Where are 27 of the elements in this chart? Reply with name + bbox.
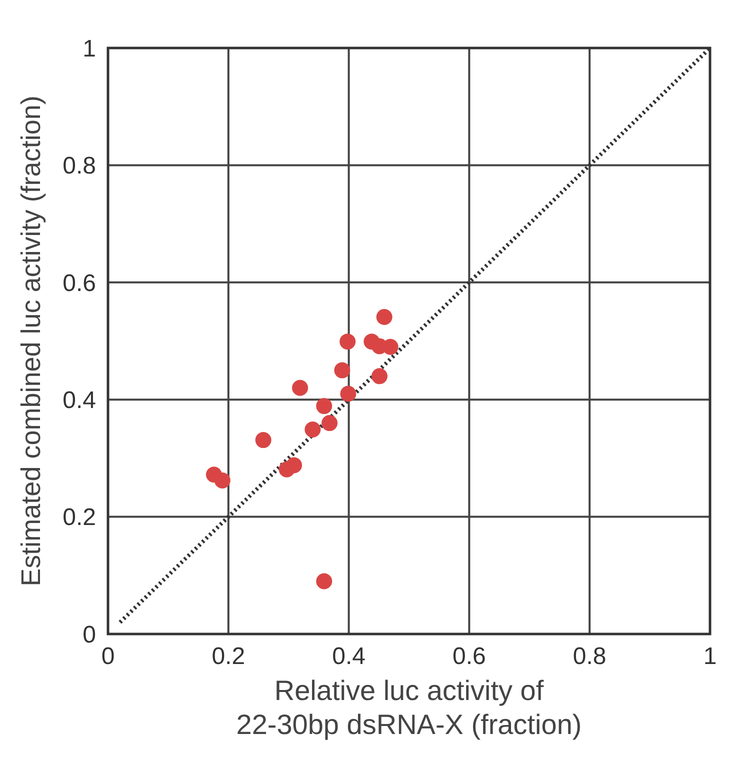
point [340, 386, 356, 402]
y-tick-label: 0.6 [62, 270, 96, 297]
x-tick-label: 1 [703, 643, 717, 670]
point [322, 415, 338, 432]
y-tick-label: 0.8 [62, 152, 96, 180]
point [255, 432, 272, 448]
point [286, 457, 302, 474]
point [304, 421, 321, 438]
y-tick-label: 0.2 [62, 504, 96, 532]
y-tick-label: 1 [82, 35, 96, 62]
x-tick-label: 0.2 [212, 643, 246, 670]
x-axis-title: Relative luc activity of 22-30bp dsRNA-X (fraction) [236, 675, 582, 740]
point [372, 368, 388, 384]
y-tick-label: 0 [82, 621, 96, 648]
x-tick-label: 0.6 [452, 643, 486, 670]
point [214, 472, 230, 488]
x-tick-label: 0 [101, 643, 115, 670]
x-tick-label: 0.8 [572, 643, 606, 670]
x-tick-label: 0.4 [332, 643, 366, 670]
point [292, 380, 308, 396]
y-tick-label: 0.4 [62, 387, 96, 414]
y-axis-title: Estimated combined luc activity (fraction) [16, 96, 46, 586]
point [316, 398, 332, 414]
point [340, 334, 356, 350]
point [376, 308, 392, 325]
point [334, 362, 350, 378]
point [316, 573, 332, 590]
